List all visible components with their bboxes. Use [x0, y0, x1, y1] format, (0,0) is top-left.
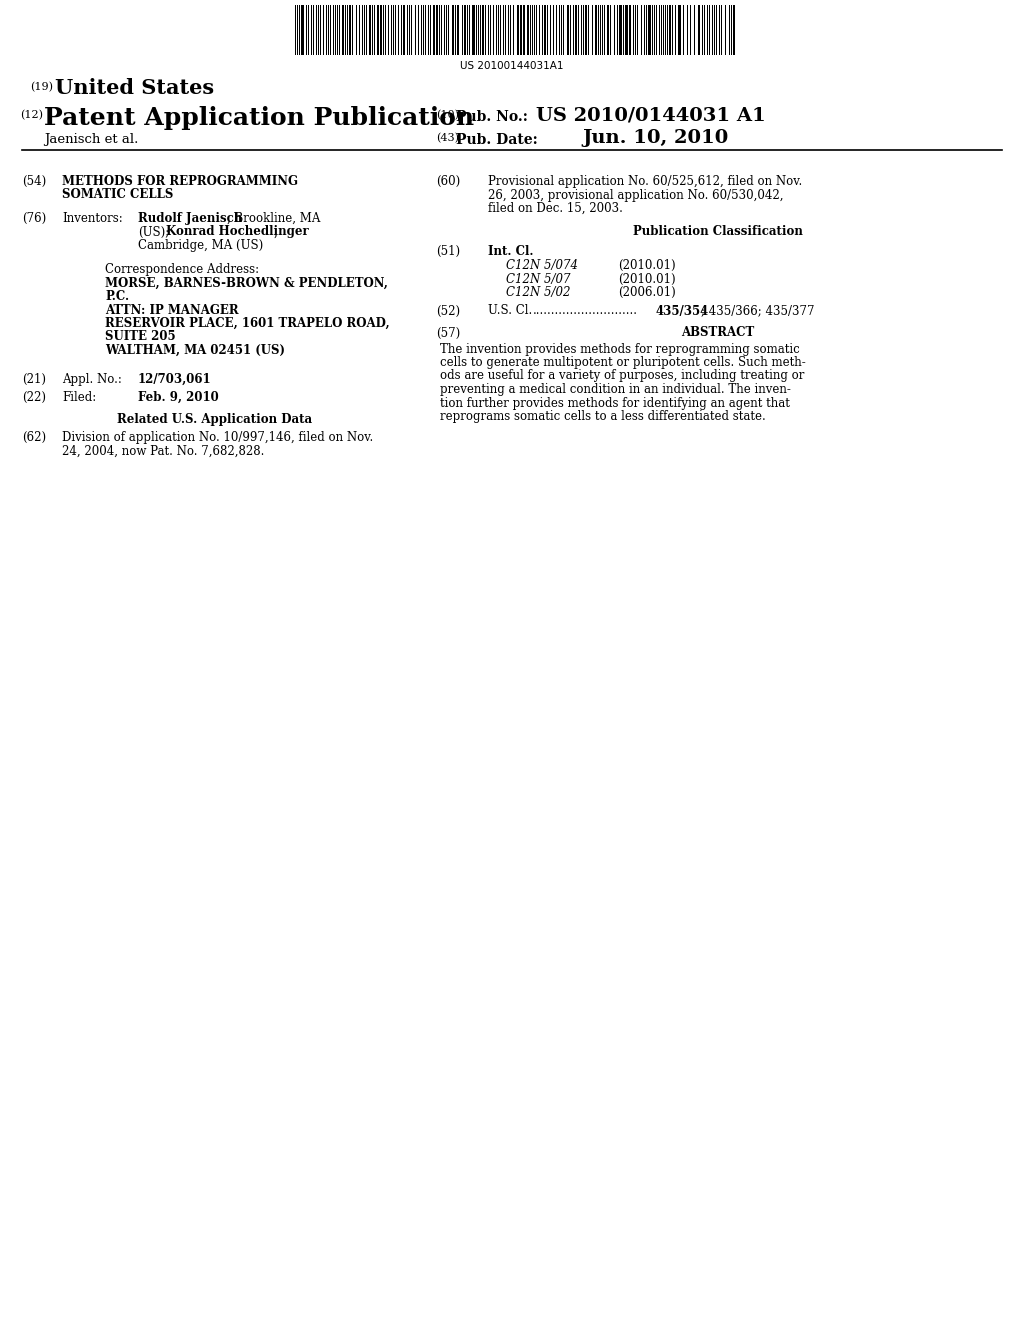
- Text: ATTN: IP MANAGER: ATTN: IP MANAGER: [105, 304, 239, 317]
- Bar: [436, 5, 438, 55]
- Text: U.S. Cl.: U.S. Cl.: [488, 305, 532, 318]
- Bar: [567, 5, 569, 55]
- Bar: [595, 5, 597, 55]
- Text: 24, 2004, now Pat. No. 7,682,828.: 24, 2004, now Pat. No. 7,682,828.: [62, 445, 264, 458]
- Bar: [669, 5, 671, 55]
- Text: 12/703,061: 12/703,061: [138, 374, 212, 385]
- Text: ............................: ............................: [534, 305, 638, 318]
- Text: C12N 5/02: C12N 5/02: [506, 286, 570, 300]
- Bar: [517, 5, 519, 55]
- Text: cells to generate multipotent or pluripotent cells. Such meth-: cells to generate multipotent or pluripo…: [440, 356, 806, 370]
- Bar: [625, 5, 628, 55]
- Text: (21): (21): [22, 374, 46, 385]
- Text: C12N 5/07: C12N 5/07: [506, 272, 570, 285]
- Text: 435/354: 435/354: [656, 305, 710, 318]
- Bar: [523, 5, 525, 55]
- Text: Related U.S. Application Data: Related U.S. Application Data: [118, 413, 312, 426]
- Text: Rudolf Jaenisch: Rudolf Jaenisch: [138, 213, 243, 224]
- Text: Pub. No.:: Pub. No.:: [456, 110, 528, 124]
- Text: (22): (22): [22, 391, 46, 404]
- Bar: [527, 5, 529, 55]
- Text: SUITE 205: SUITE 205: [105, 330, 176, 343]
- Text: ,: ,: [274, 226, 278, 239]
- Text: Correspondence Address:: Correspondence Address:: [105, 263, 259, 276]
- Text: preventing a medical condition in an individual. The inven-: preventing a medical condition in an ind…: [440, 383, 791, 396]
- Text: P.C.: P.C.: [105, 290, 129, 304]
- Text: (2010.01): (2010.01): [618, 259, 676, 272]
- Text: (2010.01): (2010.01): [618, 272, 676, 285]
- Text: , Brookline, MA: , Brookline, MA: [227, 213, 321, 224]
- Text: Provisional application No. 60/525,612, filed on Nov.: Provisional application No. 60/525,612, …: [488, 176, 802, 187]
- Bar: [433, 5, 435, 55]
- Text: Filed:: Filed:: [62, 391, 96, 404]
- Bar: [377, 5, 379, 55]
- Text: (US);: (US);: [138, 226, 169, 239]
- Bar: [482, 5, 484, 55]
- Text: (60): (60): [436, 176, 460, 187]
- Bar: [380, 5, 382, 55]
- Text: Inventors:: Inventors:: [62, 213, 123, 224]
- Text: (52): (52): [436, 305, 460, 318]
- Text: Feb. 9, 2010: Feb. 9, 2010: [138, 391, 219, 404]
- Bar: [733, 5, 735, 55]
- Text: (51): (51): [436, 246, 460, 257]
- Text: METHODS FOR REPROGRAMMING: METHODS FOR REPROGRAMMING: [62, 176, 298, 187]
- Bar: [575, 5, 577, 55]
- Bar: [678, 5, 681, 55]
- Bar: [349, 5, 351, 55]
- Bar: [629, 5, 631, 55]
- Bar: [403, 5, 406, 55]
- Text: Pub. Date:: Pub. Date:: [456, 133, 538, 147]
- Text: reprograms somatic cells to a less differentiated state.: reprograms somatic cells to a less diffe…: [440, 411, 766, 422]
- Text: tion further provides methods for identifying an agent that: tion further provides methods for identi…: [440, 396, 790, 409]
- Text: US 20100144031A1: US 20100144031A1: [460, 61, 564, 71]
- Text: Appl. No.:: Appl. No.:: [62, 374, 122, 385]
- Text: (76): (76): [22, 213, 46, 224]
- Bar: [520, 5, 522, 55]
- Text: C12N 5/074: C12N 5/074: [506, 259, 578, 272]
- Text: 26, 2003, provisional application No. 60/530,042,: 26, 2003, provisional application No. 60…: [488, 189, 783, 202]
- Text: ABSTRACT: ABSTRACT: [681, 326, 755, 339]
- Text: SOMATIC CELLS: SOMATIC CELLS: [62, 189, 173, 202]
- Text: (10): (10): [436, 110, 459, 120]
- Bar: [301, 5, 304, 55]
- Text: (54): (54): [22, 176, 46, 187]
- Text: ods are useful for a variety of purposes, including treating or: ods are useful for a variety of purposes…: [440, 370, 805, 383]
- Text: (12): (12): [20, 110, 43, 120]
- Bar: [342, 5, 344, 55]
- Bar: [472, 5, 475, 55]
- Text: The invention provides methods for reprogramming somatic: The invention provides methods for repro…: [440, 342, 800, 355]
- Text: Cambridge, MA (US): Cambridge, MA (US): [138, 239, 263, 252]
- Text: Jaenisch et al.: Jaenisch et al.: [44, 133, 138, 147]
- Text: (62): (62): [22, 432, 46, 444]
- Bar: [607, 5, 609, 55]
- Text: (43): (43): [436, 133, 459, 144]
- Bar: [618, 5, 622, 55]
- Text: (19): (19): [30, 82, 53, 92]
- Text: Konrad Hochedlinger: Konrad Hochedlinger: [166, 226, 309, 239]
- Text: US 2010/0144031 A1: US 2010/0144031 A1: [536, 106, 766, 124]
- Bar: [457, 5, 459, 55]
- Bar: [585, 5, 587, 55]
- Text: ; 435/366; 435/377: ; 435/366; 435/377: [701, 305, 814, 318]
- Bar: [648, 5, 651, 55]
- Text: Patent Application Publication: Patent Application Publication: [44, 106, 474, 129]
- Text: (2006.01): (2006.01): [618, 286, 676, 300]
- Bar: [464, 5, 466, 55]
- Text: (57): (57): [436, 326, 460, 339]
- Bar: [544, 5, 546, 55]
- Text: United States: United States: [55, 78, 214, 98]
- Text: RESERVOIR PLACE, 1601 TRAPELO ROAD,: RESERVOIR PLACE, 1601 TRAPELO ROAD,: [105, 317, 389, 330]
- Text: Publication Classification: Publication Classification: [633, 224, 803, 238]
- Text: MORSE, BARNES-BROWN & PENDLETON,: MORSE, BARNES-BROWN & PENDLETON,: [105, 276, 388, 289]
- Bar: [452, 5, 454, 55]
- Text: Jun. 10, 2010: Jun. 10, 2010: [582, 129, 728, 147]
- Text: WALTHAM, MA 02451 (US): WALTHAM, MA 02451 (US): [105, 345, 285, 356]
- Text: filed on Dec. 15, 2003.: filed on Dec. 15, 2003.: [488, 202, 623, 215]
- Bar: [698, 5, 700, 55]
- Text: Division of application No. 10/997,146, filed on Nov.: Division of application No. 10/997,146, …: [62, 432, 374, 444]
- Text: Int. Cl.: Int. Cl.: [488, 246, 534, 257]
- Bar: [369, 5, 371, 55]
